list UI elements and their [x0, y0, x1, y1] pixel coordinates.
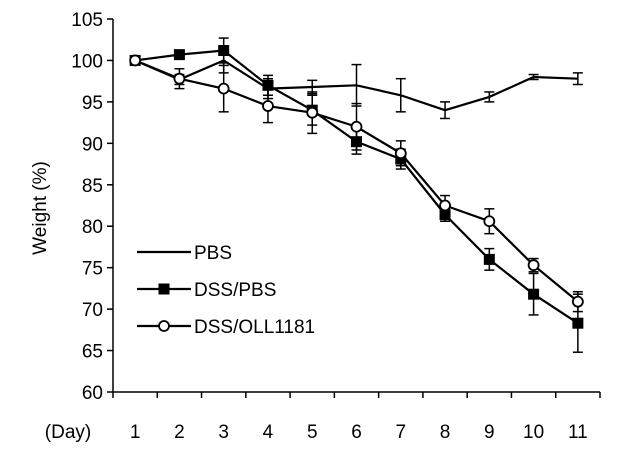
dss-oll1181-point	[262, 100, 274, 112]
dss-oll1181-point	[350, 120, 363, 133]
legend-marker-dss-oll1181	[158, 320, 170, 332]
x-tick-label: 9	[484, 422, 495, 443]
legend-label-dss-oll1181: DSS/OLL1181	[194, 317, 315, 338]
x-tick-label: 3	[218, 422, 229, 443]
x-tick-label: 2	[174, 422, 185, 443]
dss-oll1181-point	[217, 82, 230, 95]
x-tick-label: 7	[395, 422, 406, 443]
dss-pbs-point	[173, 49, 185, 61]
legend-label-dss-pbs: DSS/PBS	[194, 280, 276, 301]
y-tick-label: 105	[71, 10, 103, 31]
x-tick-label: 6	[351, 422, 362, 443]
dss-oll1181-point	[129, 54, 142, 67]
dss-oll1181-point	[439, 199, 451, 212]
y-axis-title: Weight (%)	[30, 161, 51, 255]
y-tick-label: 85	[82, 176, 103, 197]
y-tick-label: 75	[82, 259, 103, 280]
dss-pbs-point	[483, 253, 495, 265]
x-axis-title: (Day)	[45, 422, 91, 443]
dss-pbs-point	[262, 79, 274, 91]
legend: PBS DSS/PBS DSS/OLL1181	[137, 243, 315, 338]
dss-oll1181-point	[571, 295, 584, 308]
y-tick-label: 80	[82, 217, 103, 238]
x-tick-label: 11	[568, 422, 588, 443]
y-tick-label: 60	[82, 383, 103, 404]
dss-pbs-point	[218, 44, 230, 56]
legend-label-pbs: PBS	[194, 243, 232, 264]
y-tick-label: 100	[71, 51, 103, 72]
x-tick-label: 4	[263, 422, 274, 443]
x-tick-label: 5	[307, 422, 318, 443]
pbs-series-line	[134, 59, 578, 112]
x-tick-label: 8	[440, 422, 451, 443]
y-tick-label: 95	[82, 93, 103, 114]
legend-marker-dss-pbs	[158, 283, 170, 295]
y-tick-label: 65	[82, 342, 103, 363]
dss-oll1181-point	[173, 72, 186, 85]
y-tick-label: 70	[82, 300, 103, 321]
plot-area: 60 65 70 75 80 85 90 95 100 105 1 2 3 4 5 6 7 8 9 10 11	[71, 10, 601, 443]
dss-oll1181-point	[306, 106, 319, 119]
dss-pbs-point	[572, 317, 584, 329]
dss-oll1181-point	[394, 147, 407, 160]
x-tick-label: 10	[523, 422, 544, 443]
y-tick-label: 90	[82, 134, 103, 155]
dss-pbs-point	[528, 288, 540, 300]
dss-oll1181-point	[527, 259, 540, 272]
x-tick-label: 1	[130, 422, 141, 443]
dss-oll1181-point	[483, 215, 496, 228]
